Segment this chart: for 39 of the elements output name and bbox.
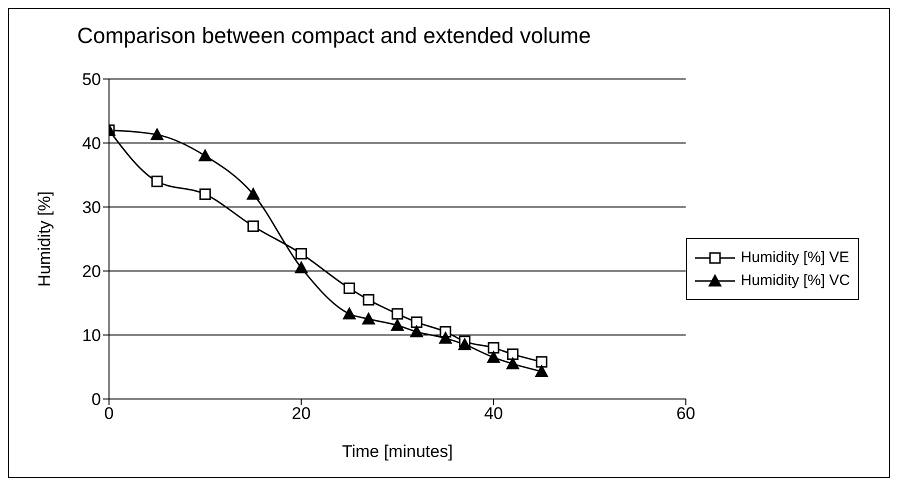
y-tick-label: 30 [82, 198, 101, 218]
y-tick-label: 20 [82, 262, 101, 282]
x-axis-title: Time [minutes] [342, 442, 453, 461]
x-tick-label: 40 [484, 404, 503, 424]
x-tick-label: 60 [676, 404, 696, 424]
point [362, 294, 374, 306]
point [392, 308, 404, 320]
point [198, 149, 212, 162]
x-tick-label: 20 [292, 404, 311, 424]
y-tick-label: 40 [82, 134, 101, 154]
y-axis-title: Humidity [%] [35, 191, 54, 287]
point [246, 188, 260, 200]
point [344, 282, 356, 294]
point [296, 248, 308, 260]
point [410, 325, 424, 338]
point [507, 348, 519, 360]
point [536, 356, 548, 368]
y-tick-label: 0 [92, 390, 101, 410]
point [487, 350, 500, 363]
point [535, 364, 548, 377]
point [438, 332, 452, 344]
point [151, 176, 163, 188]
chart-title: Comparison between compact and extended volume [76, 23, 592, 49]
legend-label: Humidity [%] VC [740, 272, 850, 289]
point [342, 307, 356, 320]
point [410, 316, 422, 328]
point [247, 220, 259, 232]
point [150, 128, 164, 140]
x-tick-label: 0 [104, 404, 114, 424]
y-tick-label: 50 [82, 70, 101, 90]
point [362, 312, 376, 324]
point [294, 261, 308, 274]
point [199, 188, 211, 200]
legend-label: Humidity [%] VE [740, 249, 850, 266]
point [390, 318, 404, 331]
y-tick-label: 10 [82, 326, 101, 346]
point [488, 342, 500, 354]
point [458, 338, 472, 350]
point [506, 357, 520, 370]
